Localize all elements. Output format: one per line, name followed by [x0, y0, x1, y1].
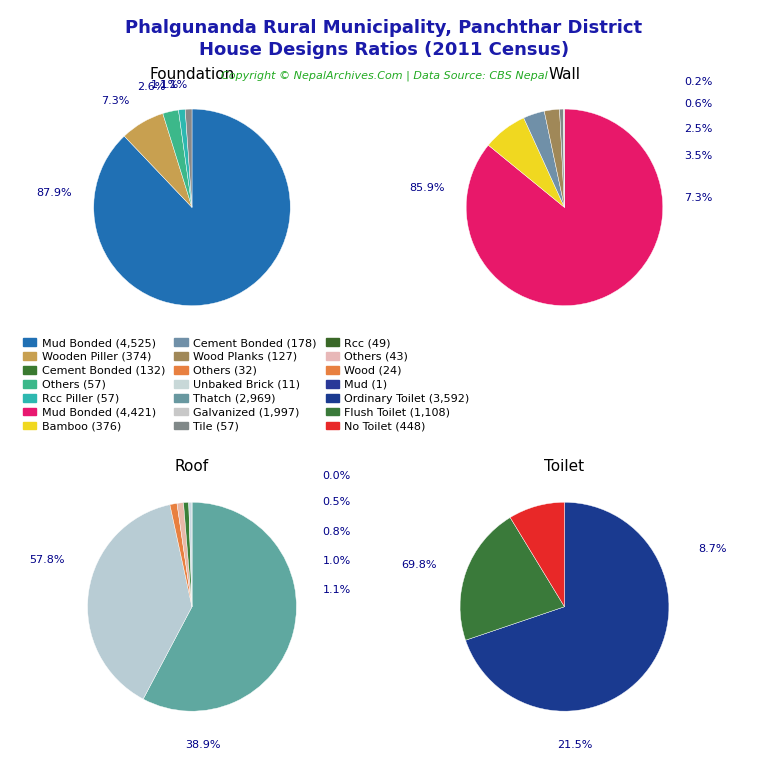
- Wedge shape: [170, 503, 192, 607]
- Wedge shape: [124, 114, 192, 207]
- Text: 7.3%: 7.3%: [684, 193, 713, 203]
- Text: 69.8%: 69.8%: [402, 560, 437, 570]
- Wedge shape: [545, 109, 564, 207]
- Text: 87.9%: 87.9%: [36, 187, 72, 197]
- Text: 8.7%: 8.7%: [698, 545, 727, 554]
- Text: 2.6%: 2.6%: [137, 82, 165, 92]
- Text: 1.1%: 1.1%: [160, 80, 187, 90]
- Wedge shape: [177, 502, 192, 607]
- Wedge shape: [563, 109, 564, 207]
- Title: Foundation: Foundation: [149, 67, 235, 82]
- Text: 21.5%: 21.5%: [558, 740, 593, 750]
- Wedge shape: [466, 109, 663, 306]
- Text: 1.0%: 1.0%: [323, 556, 351, 566]
- Legend: Mud Bonded (4,525), Wooden Piller (374), Cement Bonded (132), Others (57), Rcc P: Mud Bonded (4,525), Wooden Piller (374),…: [21, 336, 472, 434]
- Text: 1.1%: 1.1%: [151, 80, 179, 90]
- Text: 0.0%: 0.0%: [323, 471, 351, 482]
- Wedge shape: [488, 118, 564, 207]
- Title: Toilet: Toilet: [545, 458, 584, 474]
- Text: 0.6%: 0.6%: [684, 99, 713, 109]
- Text: Phalgunanda Rural Municipality, Panchthar District
House Designs Ratios (2011 Ce: Phalgunanda Rural Municipality, Panchtha…: [125, 19, 643, 59]
- Wedge shape: [178, 109, 192, 207]
- Text: 0.8%: 0.8%: [323, 527, 351, 537]
- Text: 7.3%: 7.3%: [101, 97, 130, 107]
- Title: Roof: Roof: [175, 458, 209, 474]
- Wedge shape: [460, 518, 564, 641]
- Text: 3.5%: 3.5%: [684, 151, 713, 161]
- Wedge shape: [560, 109, 564, 207]
- Title: Wall: Wall: [548, 67, 581, 82]
- Text: 1.1%: 1.1%: [323, 585, 351, 595]
- Text: 57.8%: 57.8%: [29, 554, 65, 564]
- Text: 0.5%: 0.5%: [323, 497, 351, 508]
- Wedge shape: [185, 109, 192, 207]
- Text: 2.5%: 2.5%: [684, 124, 713, 134]
- Text: Copyright © NepalArchives.Com | Data Source: CBS Nepal: Copyright © NepalArchives.Com | Data Sou…: [220, 71, 548, 81]
- Wedge shape: [163, 110, 192, 207]
- Wedge shape: [189, 502, 192, 607]
- Wedge shape: [88, 505, 192, 699]
- Wedge shape: [465, 502, 669, 711]
- Wedge shape: [524, 111, 564, 207]
- Wedge shape: [184, 502, 192, 607]
- Text: 0.2%: 0.2%: [684, 77, 713, 87]
- Wedge shape: [510, 502, 564, 607]
- Text: 38.9%: 38.9%: [184, 740, 220, 750]
- Wedge shape: [94, 109, 290, 306]
- Wedge shape: [143, 502, 296, 711]
- Text: 85.9%: 85.9%: [409, 183, 445, 193]
